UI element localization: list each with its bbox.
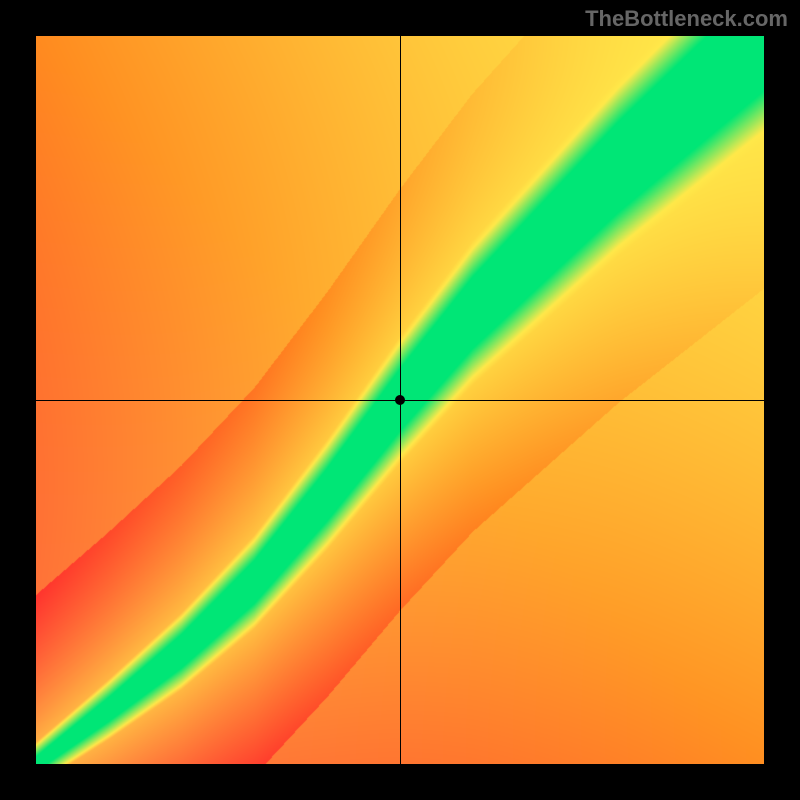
crosshair-marker — [395, 395, 405, 405]
watermark-text: TheBottleneck.com — [585, 6, 788, 32]
chart-container: TheBottleneck.com — [0, 0, 800, 800]
plot-area — [36, 36, 764, 764]
